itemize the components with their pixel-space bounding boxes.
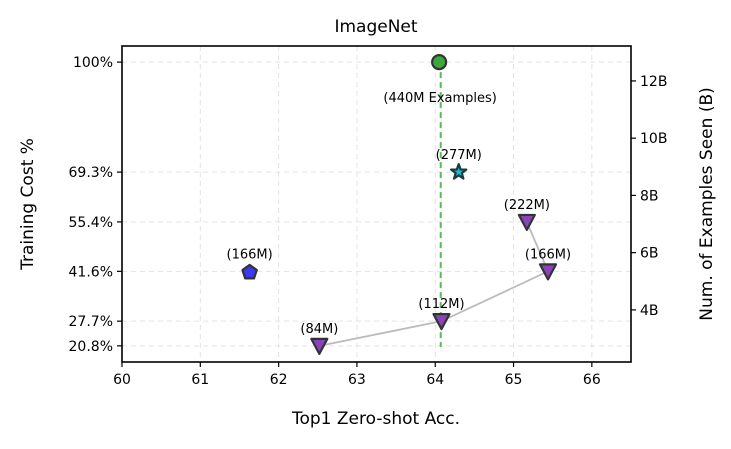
point-circle <box>431 54 448 71</box>
data-label: (166M) <box>525 247 571 262</box>
series-line <box>319 221 550 347</box>
y-right-tick-label: 8B <box>640 188 659 204</box>
x-axis-label: Top1 Zero-shot Acc. <box>291 409 460 429</box>
point-triangle <box>517 213 536 232</box>
axes: 60 61 62 63 64 65 66 100% 69.3% 55.4% 41.6% 27.7% 20… <box>69 45 667 388</box>
y-right-tick-label: 4B <box>640 303 659 319</box>
plot-frame <box>121 45 632 363</box>
grid <box>121 46 631 362</box>
x-tick-label: 64 <box>426 372 444 388</box>
y-right-tick-label: 10B <box>640 131 667 147</box>
data-label: (277M) <box>436 148 482 163</box>
y-right-tick-label: 6B <box>640 246 659 262</box>
data-label: (112M) <box>418 297 464 312</box>
data-label: (222M) <box>504 198 550 213</box>
marks: (440M Examples) (277M) (166M) (84M) (112M) (1… <box>227 54 571 355</box>
point-star <box>450 163 468 180</box>
y-tick-label: 69.3% <box>69 165 113 181</box>
x-tick-label: 66 <box>583 372 601 388</box>
chart-title: ImageNet <box>334 17 417 37</box>
data-label: (166M) <box>227 247 273 262</box>
point-triangle <box>432 313 451 331</box>
x-tick-label: 60 <box>113 372 131 388</box>
y-tick-label: 55.4% <box>69 215 113 231</box>
data-label: (84M) <box>300 322 338 337</box>
data-label: (440M Examples) <box>383 91 496 106</box>
y-tick-label: 20.8% <box>69 339 113 355</box>
y-tick-label: 100% <box>73 55 113 71</box>
point-pentagon <box>241 263 258 280</box>
y-tick-label: 27.7% <box>69 314 113 330</box>
x-tick-label: 62 <box>270 372 288 388</box>
x-tick-label: 65 <box>505 372 523 388</box>
x-tick-label: 63 <box>348 372 366 388</box>
y-axis-label-right: Num. of Examples Seen (B) <box>697 87 717 320</box>
point-triangle <box>538 263 558 281</box>
y-tick-label: 41.6% <box>69 264 113 280</box>
point-triangle <box>310 337 329 355</box>
x-tick-label: 61 <box>191 372 209 388</box>
y-right-tick-label: 12B <box>640 74 667 90</box>
y-axis-label-left: Training Cost % <box>18 138 38 271</box>
